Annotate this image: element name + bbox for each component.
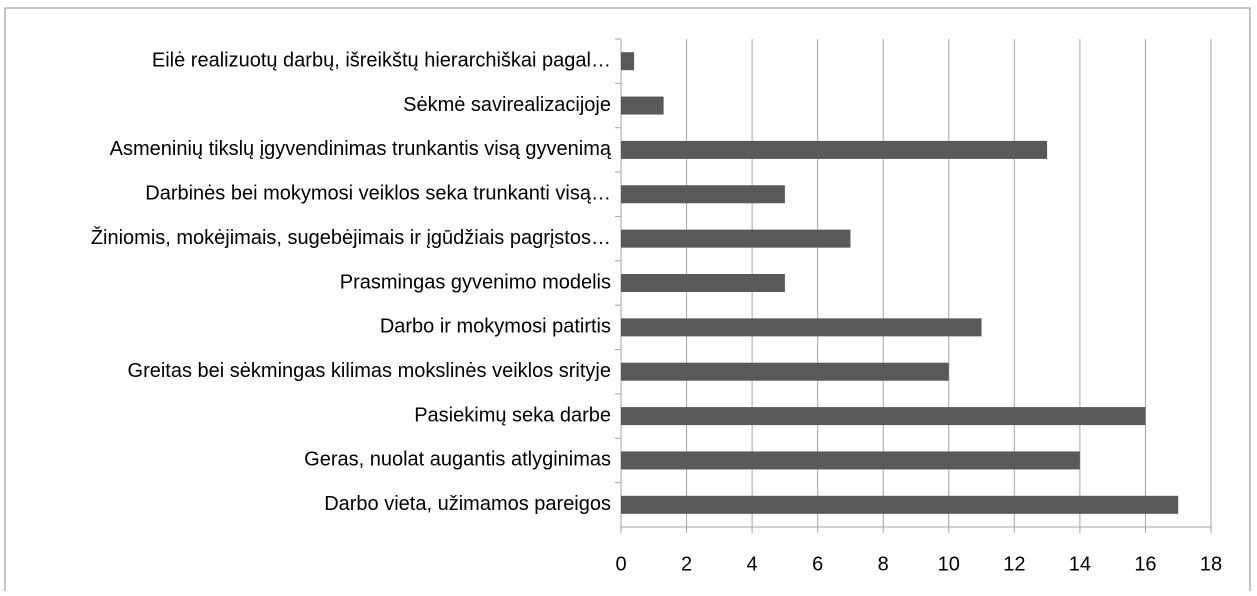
y-tick-label: Greitas bei sėkmingas kilimas mokslinės … xyxy=(128,360,611,382)
x-tick-label: 12 xyxy=(1003,553,1025,575)
x-tick-label: 2 xyxy=(681,553,692,575)
y-tick-label: Geras, nuolat augantis atlyginimas xyxy=(304,449,611,471)
x-tick-label: 14 xyxy=(1069,553,1091,575)
bar xyxy=(621,140,1048,159)
bar xyxy=(621,274,785,292)
bar xyxy=(621,495,1179,514)
y-tick-label: Darbinės bei mokymosi veiklos seka trunk… xyxy=(145,183,611,205)
bar xyxy=(621,185,785,204)
x-tick-label: 0 xyxy=(615,553,626,575)
bar xyxy=(621,362,949,381)
bar xyxy=(621,52,635,71)
x-tick-label: 4 xyxy=(747,553,758,575)
bar xyxy=(621,96,664,115)
chart-frame xyxy=(4,7,1251,596)
y-tick-label: Pasiekimų seka darbe xyxy=(414,404,611,426)
y-tick-label: Žiniomis, mokėjimais, sugebėjimais ir įg… xyxy=(91,226,611,249)
x-tick-label: 8 xyxy=(878,553,889,575)
bar xyxy=(621,451,1080,470)
y-tick-label: Darbo ir mokymosi patirtis xyxy=(380,316,611,338)
x-tick-label: 10 xyxy=(938,553,960,575)
y-tick-label: Eilė realizuotų darbų, išreikštų hierarc… xyxy=(152,49,611,71)
y-tick-label: Prasmingas gyvenimo modelis xyxy=(340,271,611,293)
y-tick-label: Darbo vieta, užimamos pareigos xyxy=(324,493,611,515)
y-tick-label: Sėkmė savirealizacijoje xyxy=(403,94,611,116)
x-tick-label: 6 xyxy=(812,553,823,575)
x-tick-label: 16 xyxy=(1134,553,1156,575)
bar xyxy=(621,318,982,337)
bar xyxy=(621,229,851,248)
bar xyxy=(621,407,1146,426)
x-tick-label: 18 xyxy=(1200,553,1222,575)
y-tick-label: Asmeninių tikslų įgyvendinimas trunkanti… xyxy=(110,138,612,160)
